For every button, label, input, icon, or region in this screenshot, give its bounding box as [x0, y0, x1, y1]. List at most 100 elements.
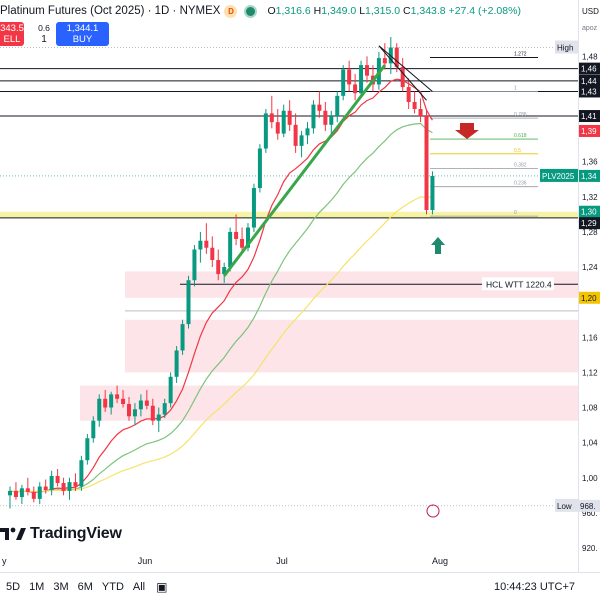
price-axis[interactable]: USD apoz 1,48 1,44 1,36 1,32 1,28 1,24 1,16 1,12 1… — [578, 0, 600, 572]
clock[interactable]: 10:44:23 UTC+7 — [493, 581, 575, 593]
candle-body — [61, 483, 66, 491]
candle-body — [19, 488, 24, 498]
range-all[interactable]: All — [132, 581, 146, 593]
range-5d[interactable]: 5D — [6, 581, 21, 593]
candle-body — [85, 438, 90, 461]
unit-label: apoz — [582, 25, 598, 32]
range-3m[interactable]: 3M — [53, 581, 69, 593]
candle-body — [329, 116, 334, 125]
time-tick: y — [2, 556, 7, 566]
candle-body — [73, 482, 78, 487]
candle-body — [109, 394, 114, 408]
candle-body — [281, 110, 286, 134]
time-axis[interactable]: y Jun Jul Aug — [0, 548, 578, 572]
time-tick: Jul — [276, 556, 288, 566]
fib-label-5: 0.382 — [514, 163, 527, 169]
delayed-badge[interactable]: D — [224, 4, 238, 18]
candle-body — [144, 400, 149, 406]
candle-body — [180, 324, 185, 351]
candle-body — [257, 148, 262, 189]
range-ytd[interactable]: YTD — [101, 581, 124, 593]
candle-body — [406, 87, 411, 102]
supply-zone-1 — [125, 319, 578, 373]
calendar-icon[interactable]: ▣ — [156, 580, 168, 594]
candle-body — [8, 490, 12, 496]
low-badge-bg — [579, 499, 600, 512]
wedge-line-upper — [378, 45, 433, 92]
price-badge: 1,20 — [581, 294, 597, 303]
symbol-title[interactable]: Platinum Futures (Oct 2025) · 1D · NYMEX — [0, 5, 221, 17]
candle-body — [115, 394, 120, 399]
hcl-label: HCL WTT 1220.4 — [486, 279, 552, 289]
candle-body — [335, 95, 340, 117]
price-badge-bg — [579, 124, 600, 137]
candle-body — [204, 240, 209, 248]
fib-label-3: 0.618 — [514, 133, 527, 139]
candle-body — [55, 476, 60, 484]
symbol-tag-bg — [540, 168, 578, 182]
candle-body — [359, 65, 364, 94]
low-badge: 968. — [580, 502, 596, 511]
candle-body — [186, 280, 191, 325]
price-badge-bg — [579, 291, 600, 304]
price-tick: 920. — [582, 544, 598, 553]
price-badge: 1,46 — [581, 65, 597, 74]
price-badge: 1,29 — [581, 219, 597, 228]
candle-body — [67, 482, 72, 491]
price-tick: 1,28 — [582, 228, 598, 237]
fib-label-2: 0.786 — [514, 112, 527, 118]
price-badge-bg — [579, 169, 600, 182]
price-tick: 960. — [582, 509, 598, 518]
high-label-bg — [555, 40, 578, 54]
ema-mid-line — [9, 122, 433, 493]
candle-body — [347, 69, 352, 85]
candle-body — [311, 104, 316, 129]
candle-body — [424, 116, 429, 210]
price-badge: 1,41 — [581, 112, 597, 121]
price-badge: 1,34 — [581, 172, 597, 181]
candle-body — [103, 398, 108, 408]
candle-body — [216, 260, 221, 275]
high-label: High — [557, 44, 573, 53]
range-6m[interactable]: 6M — [77, 581, 93, 593]
time-tick: Jun — [138, 556, 153, 566]
candle-body — [43, 486, 48, 491]
candle-body — [210, 247, 215, 261]
price-badge-bg — [579, 110, 600, 123]
candle-body — [299, 135, 304, 146]
spread-quantity[interactable]: 0.6 1 — [38, 23, 50, 45]
trendline — [223, 64, 387, 277]
price-tick: 1,08 — [582, 404, 598, 413]
price-tick: 1,36 — [582, 158, 598, 167]
candle-body — [418, 109, 423, 117]
chart-header: Platinum Futures (Oct 2025) · 1D · NYMEX… — [0, 0, 580, 22]
price-badge-bg — [579, 85, 600, 98]
ohlc-readout: O1,316.6 H1,349.0 L1,315.0 C1,343.8 +27.… — [267, 5, 521, 17]
price-tick: 1,12 — [582, 368, 598, 377]
range-1m[interactable]: 1M — [29, 581, 45, 593]
candle-body — [228, 231, 233, 268]
candle-body — [287, 110, 292, 125]
market-status-icon[interactable] — [244, 4, 258, 18]
candle-body — [263, 113, 268, 149]
price-badge-bg — [579, 217, 600, 230]
candle-body — [240, 238, 245, 248]
price-badge: 1,30 — [581, 208, 597, 217]
price-tick: 1,16 — [582, 333, 598, 342]
candle-body — [269, 113, 274, 123]
candle-body — [132, 409, 137, 417]
price-chart[interactable]: 1.272 1 0.786 0.618 0.5 0.382 0.236 0 HCL WTT 1… — [0, 0, 578, 548]
candle-body — [79, 460, 84, 487]
candle-body — [394, 47, 399, 67]
fib-label-1: 1 — [514, 85, 517, 91]
up-arrow-icon — [431, 237, 445, 254]
tradingview-logo[interactable]: TradingView — [0, 524, 122, 544]
price-badge-bg — [579, 74, 600, 87]
candle-body — [174, 350, 179, 377]
candle-body — [25, 488, 30, 492]
price-badge-bg — [579, 205, 600, 218]
events-icon — [426, 504, 440, 518]
buy-button[interactable]: 1,344.1 BUY — [56, 22, 109, 46]
ema-slow-line — [9, 196, 433, 493]
sell-button[interactable]: 343.5 ELL — [0, 22, 24, 46]
